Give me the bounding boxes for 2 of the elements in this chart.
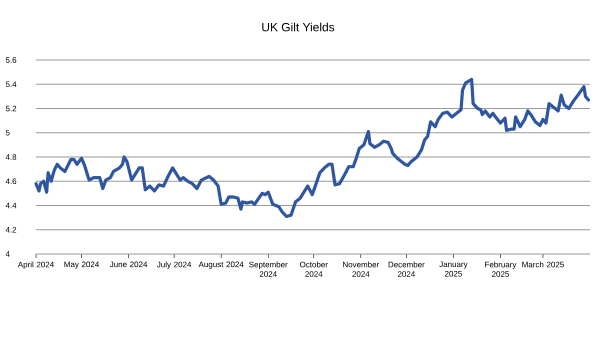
chart-title: UK Gilt Yields — [262, 22, 334, 32]
line-series — [34, 78, 590, 218]
